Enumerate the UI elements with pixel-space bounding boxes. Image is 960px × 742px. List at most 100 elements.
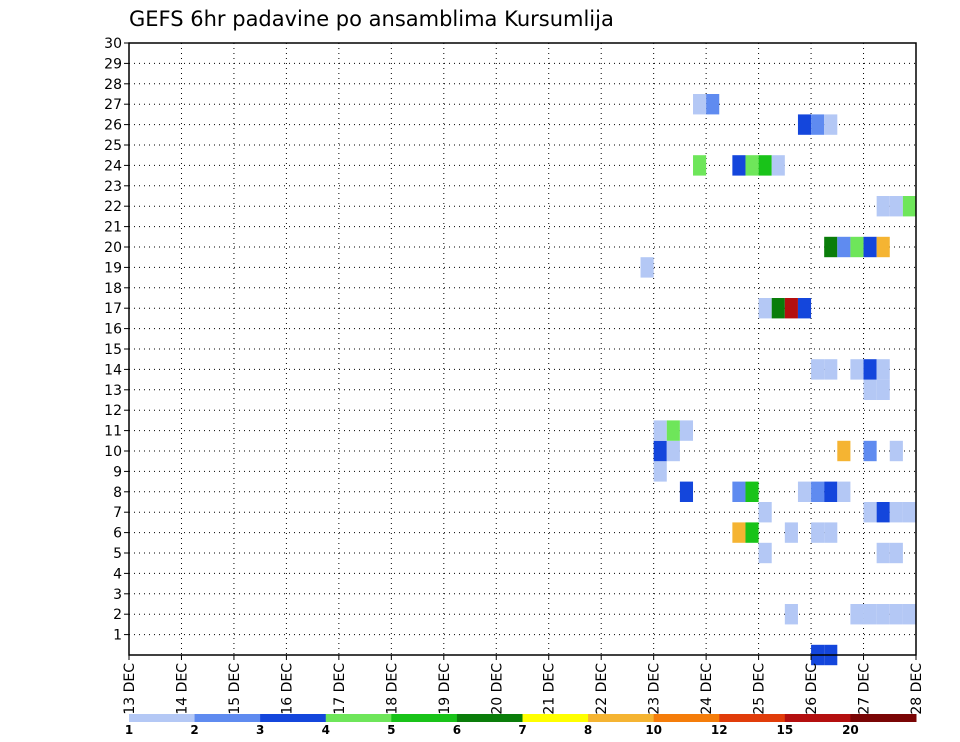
precip-cell (693, 155, 707, 176)
y-tick-label: 14 (104, 362, 122, 378)
colorbar-label: 3 (256, 723, 264, 737)
colorbar-swatch (588, 714, 655, 722)
y-tick-label: 5 (113, 546, 122, 562)
x-tick-label: 24 DEC (699, 663, 715, 715)
precip-cell (876, 236, 890, 258)
y-tick-label: 24 (104, 158, 122, 174)
precip-cell (863, 359, 877, 380)
x-tick-label: 18 DEC (384, 663, 400, 715)
precip-cell (837, 481, 851, 502)
precip-cell (693, 94, 707, 115)
colorbar-label: 1 (125, 723, 133, 737)
precip-cell (876, 502, 890, 523)
y-tick-label: 7 (113, 505, 122, 521)
precip-cell (640, 257, 654, 278)
precip-cell (876, 604, 890, 625)
precip-cell (863, 502, 877, 523)
precip-cell (876, 379, 890, 400)
precip-cell (679, 420, 694, 441)
y-tick-label: 15 (104, 342, 122, 358)
precip-cell (889, 440, 903, 462)
y-tick-label: 30 (104, 36, 122, 52)
colorbar-label: 8 (584, 723, 592, 737)
y-tick-label: 17 (104, 301, 122, 317)
y-tick-label: 9 (113, 464, 122, 480)
x-tick-label: 17 DEC (332, 663, 348, 715)
precip-cell (784, 298, 798, 319)
precip-cell (889, 196, 903, 217)
colorbar-swatch (850, 714, 917, 722)
colorbar: 1 2 3 4 5 6 7 8 10 12 15 20 (125, 714, 917, 737)
colorbar-swatch (260, 714, 327, 722)
x-tick-label: 26 DEC (804, 663, 820, 715)
y-tick-label: 4 (113, 566, 122, 582)
y-tick-label: 19 (104, 260, 122, 276)
y-tick-label: 22 (104, 199, 122, 215)
precip-cell (797, 481, 812, 502)
precip-cell (837, 440, 851, 462)
x-tick-label: 16 DEC (279, 663, 295, 715)
colorbar-label: 20 (842, 723, 859, 737)
precip-cell (758, 298, 772, 319)
precip-cell (811, 481, 825, 502)
x-tick-label: 22 DEC (594, 663, 610, 715)
y-tick-label: 11 (104, 424, 122, 440)
precip-cell (837, 236, 851, 258)
precip-cell (811, 522, 825, 543)
y-axis-ticks: 1234567891011121314151617181920212223242… (104, 36, 129, 644)
precip-cell (758, 502, 772, 523)
y-tick-label: 3 (113, 587, 122, 603)
precip-cell (758, 542, 772, 564)
y-tick-label: 6 (113, 526, 122, 542)
precip-cell (824, 481, 838, 502)
colorbar-label: 6 (453, 723, 461, 737)
precip-cell (745, 522, 759, 543)
y-tick-label: 25 (104, 138, 122, 154)
precip-cell (758, 155, 772, 176)
precip-cell (732, 155, 746, 176)
precip-cell (811, 114, 825, 135)
x-tick-label: 27 DEC (857, 663, 873, 715)
precip-cell (797, 298, 812, 319)
colorbar-swatch (719, 714, 786, 722)
colorbar-swatch (522, 714, 589, 722)
chart-title: GEFS 6hr padavine po ansamblima Kursumli… (129, 7, 614, 31)
colorbar-swatch (456, 714, 523, 722)
colorbar-label: 12 (711, 723, 728, 737)
precip-cell (679, 481, 694, 502)
precip-cell (889, 542, 903, 564)
precip-cell (732, 522, 746, 543)
colorbar-label: 15 (776, 723, 793, 737)
colorbar-label: 10 (645, 723, 662, 737)
precip-cell (666, 440, 680, 462)
colorbar-swatch (129, 714, 196, 722)
precipitation-cells (640, 94, 916, 666)
colorbar-label: 5 (387, 723, 395, 737)
precip-cell (745, 481, 759, 502)
precip-cell (824, 522, 838, 543)
precip-cell (889, 604, 903, 625)
precip-cell (876, 359, 890, 380)
colorbar-swatch (653, 714, 720, 722)
colorbar-label: 4 (322, 723, 330, 737)
precip-cell (876, 196, 890, 217)
colorbar-swatch (391, 714, 458, 722)
x-axis-ticks: 13 DEC 14 DEC 15 DEC 16 DEC 17 DEC 18 DEC 19 D… (122, 655, 925, 715)
precip-cell (653, 420, 667, 441)
x-tick-label: 15 DEC (227, 663, 243, 715)
precip-cell (811, 359, 825, 380)
precip-cell (876, 542, 890, 564)
x-tick-label: 28 DEC (909, 663, 925, 715)
y-tick-label: 12 (104, 403, 122, 419)
precip-cell (771, 298, 785, 319)
y-tick-label: 29 (104, 56, 122, 72)
y-tick-label: 8 (113, 485, 122, 501)
precip-cell (824, 359, 838, 380)
y-tick-label: 1 (113, 628, 122, 644)
x-tick-label: 13 DEC (122, 663, 138, 715)
precip-cell (797, 114, 812, 135)
precip-cell (863, 236, 877, 258)
y-tick-label: 18 (104, 281, 122, 297)
y-tick-label: 23 (104, 179, 122, 195)
